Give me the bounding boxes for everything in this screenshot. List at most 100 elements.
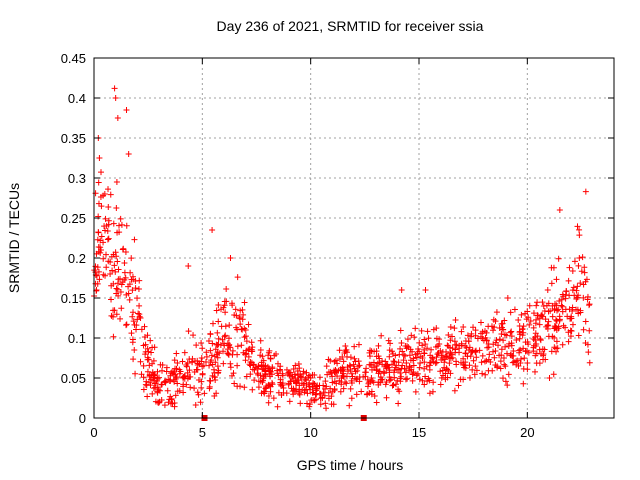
data-point <box>559 308 566 315</box>
data-point <box>236 314 243 321</box>
data-point <box>277 363 284 370</box>
data-point <box>215 367 222 374</box>
data-point <box>275 389 282 396</box>
data-point <box>287 378 294 385</box>
data-point <box>515 316 522 323</box>
data-point <box>412 388 419 395</box>
data-point <box>325 356 332 363</box>
data-point <box>227 255 234 261</box>
data-point <box>213 390 220 397</box>
data-point <box>346 362 353 369</box>
data-point <box>193 342 200 349</box>
data-point <box>210 320 217 327</box>
data-point <box>430 379 437 386</box>
data-point <box>415 346 422 353</box>
data-point <box>343 380 350 387</box>
data-point <box>257 337 264 344</box>
data-point <box>576 232 583 239</box>
y-tick-label: 0.4 <box>68 91 86 106</box>
data-point <box>437 381 444 388</box>
data-point <box>402 352 409 359</box>
data-point <box>433 325 440 332</box>
data-point <box>558 296 565 303</box>
data-point <box>254 365 261 372</box>
data-point <box>284 371 291 378</box>
data-point <box>442 370 449 377</box>
data-point <box>383 379 390 386</box>
data-point <box>482 334 489 341</box>
data-point <box>533 316 540 323</box>
data-point <box>185 328 192 335</box>
data-point <box>356 373 363 380</box>
data-point <box>102 215 109 222</box>
data-point <box>321 392 328 399</box>
data-point <box>243 373 250 380</box>
data-point <box>491 354 498 361</box>
data-point <box>567 333 574 340</box>
data-point <box>567 327 574 334</box>
data-point <box>582 278 589 285</box>
data-point <box>298 380 305 387</box>
data-point <box>532 330 539 337</box>
data-point <box>258 359 265 366</box>
data-point <box>427 359 434 366</box>
data-point <box>241 299 248 306</box>
data-point <box>527 318 534 325</box>
data-point <box>490 316 497 323</box>
data-point <box>174 359 181 366</box>
data-point <box>524 360 531 367</box>
data-point <box>144 332 151 339</box>
data-point <box>238 326 245 333</box>
data-point <box>405 344 412 351</box>
data-point <box>522 339 529 346</box>
data-point <box>576 226 583 233</box>
data-point <box>95 229 102 236</box>
data-point <box>127 269 134 276</box>
data-point <box>460 355 467 362</box>
data-point <box>144 393 151 400</box>
data-point <box>517 355 524 362</box>
data-point <box>307 386 314 393</box>
data-point <box>237 383 244 390</box>
data-point <box>426 359 433 366</box>
data-point <box>219 336 226 343</box>
data-point <box>479 328 486 335</box>
data-point <box>180 389 187 396</box>
data-point <box>504 295 511 301</box>
data-point <box>137 315 144 322</box>
data-point <box>473 354 480 361</box>
data-point <box>519 325 526 332</box>
data-point <box>259 366 266 373</box>
data-point <box>203 353 210 360</box>
data-point <box>107 259 114 266</box>
data-point <box>536 321 543 328</box>
data-point <box>383 394 390 401</box>
data-point <box>222 332 229 339</box>
data-point <box>207 347 214 354</box>
data-point <box>191 369 198 376</box>
data-point <box>172 365 179 372</box>
data-point <box>574 223 581 230</box>
data-point <box>145 356 152 363</box>
data-point <box>402 369 409 376</box>
data-point <box>422 341 429 348</box>
data-point <box>240 311 247 318</box>
data-point <box>383 363 390 370</box>
data-point <box>148 349 155 356</box>
data-point <box>449 333 456 340</box>
data-point <box>181 349 188 356</box>
data-point <box>445 367 452 374</box>
data-point <box>288 385 295 392</box>
data-point <box>312 385 319 392</box>
data-point <box>470 324 477 331</box>
data-point <box>530 324 537 331</box>
data-point <box>267 388 274 395</box>
data-point <box>226 322 233 329</box>
data-point <box>353 391 360 398</box>
data-point <box>496 352 503 359</box>
data-point <box>576 255 583 261</box>
data-point <box>128 330 135 337</box>
data-point <box>214 363 221 370</box>
data-point <box>257 372 264 379</box>
data-point <box>251 377 258 384</box>
